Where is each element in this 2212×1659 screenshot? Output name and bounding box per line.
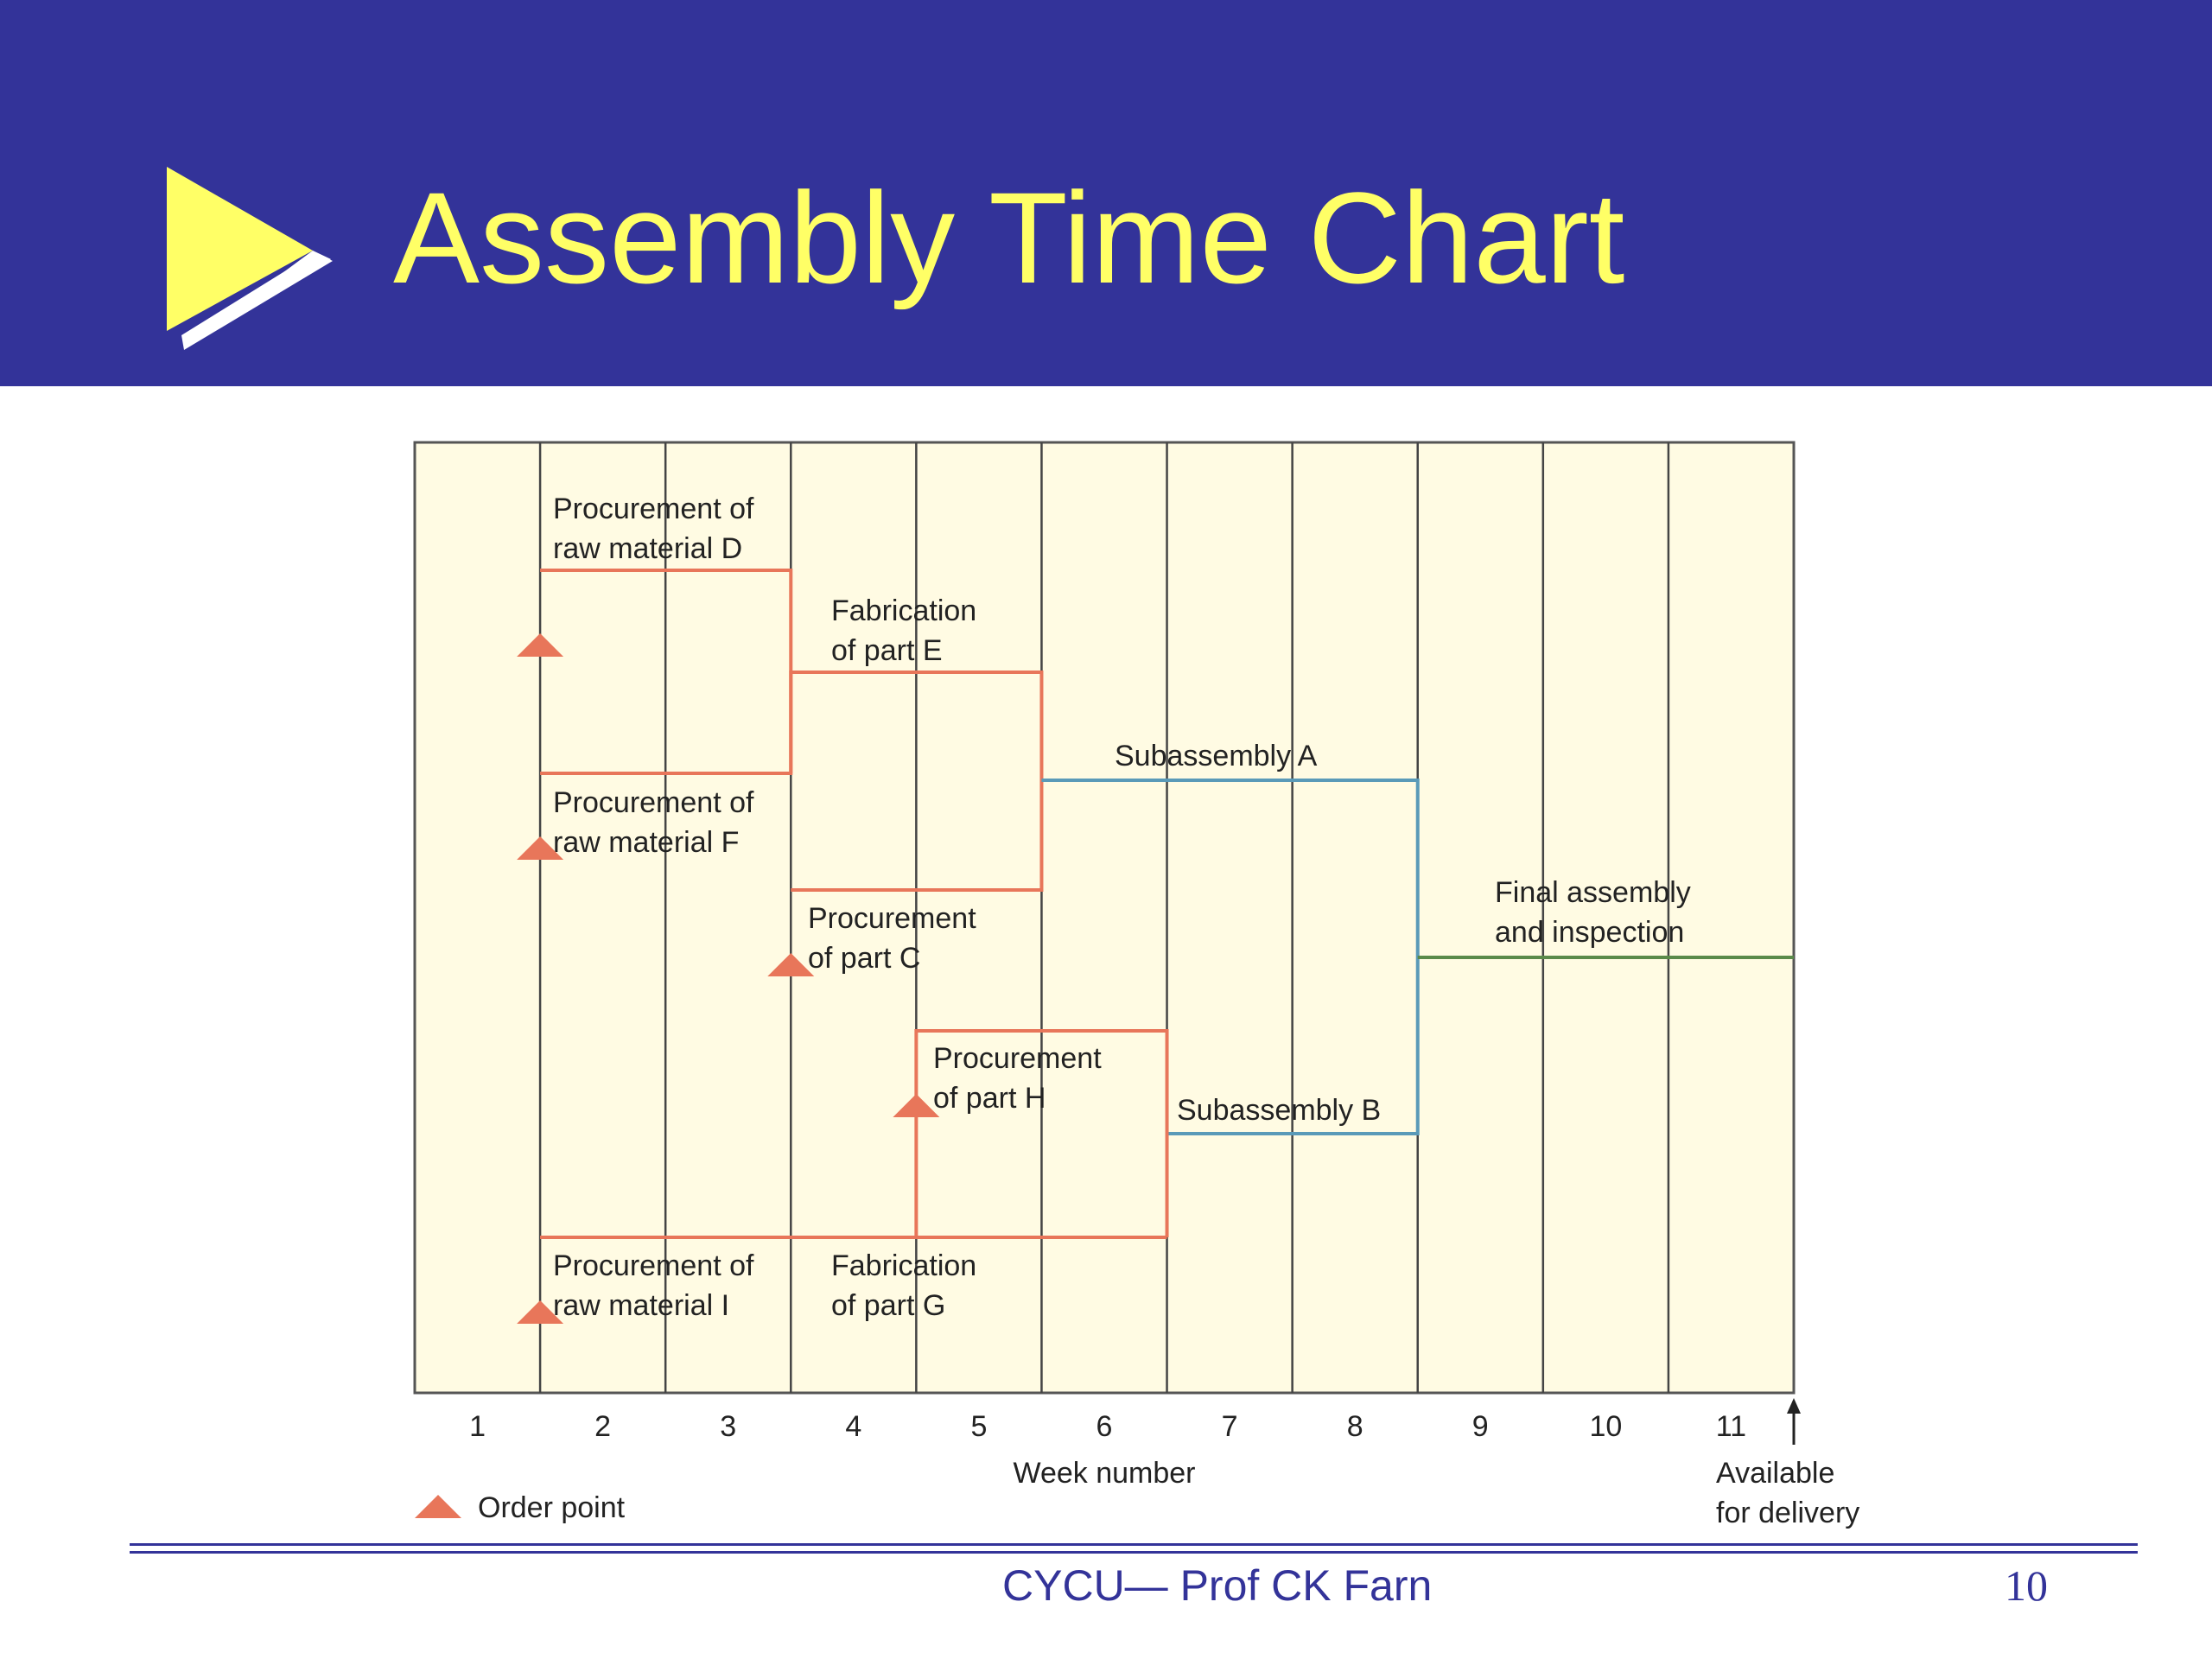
order-point-D: [517, 633, 564, 657]
activity-label-D: raw material D: [553, 532, 742, 565]
order-point-C: [767, 953, 815, 976]
activity-label-G: of part G: [831, 1289, 945, 1322]
activity-bar-E-C: [789, 671, 1044, 892]
activity-label-E: of part E: [831, 634, 943, 667]
activity-label-H: Procurement: [933, 1042, 1102, 1075]
activity-label-G: Fabrication: [831, 1249, 976, 1282]
x-tick-label: 2: [594, 1410, 611, 1443]
activity-label-D: Procurement of: [553, 493, 754, 525]
activity-label-I: Procurement of: [553, 1249, 754, 1282]
x-tick-label: 8: [1347, 1410, 1363, 1443]
x-tick-label: 4: [845, 1410, 861, 1443]
activity-label-E: Fabrication: [831, 594, 976, 627]
legend-order-point-marker: [415, 1495, 461, 1518]
x-tick-label: 3: [720, 1410, 736, 1443]
order-point-I: [517, 1300, 564, 1324]
x-tick-label: 1: [469, 1410, 486, 1443]
footer-credit: CYCU— Prof CK Farn: [1002, 1561, 1433, 1610]
activity-label-H: of part H: [933, 1082, 1046, 1115]
activity-label-B: Subassembly B: [1177, 1094, 1381, 1127]
chart-plot-area: [413, 441, 1796, 1395]
x-tick-label: 11: [1716, 1410, 1746, 1443]
x-tick-label: 7: [1222, 1410, 1238, 1443]
slide-title: Assembly Time Chart: [393, 165, 1625, 310]
play-arrow-icon: [167, 167, 333, 350]
activity-label-C: Procurement: [808, 902, 976, 935]
x-tick-label: 5: [970, 1410, 987, 1443]
legend-label: Order point: [478, 1491, 626, 1524]
activity-bar-H: [914, 1029, 1169, 1237]
footer-rule-top: [130, 1543, 2138, 1546]
activity-label-A: Subassembly A: [1115, 740, 1318, 772]
slide-header: Assembly Time Chart: [0, 0, 2212, 386]
activity-label-F: Procurement of: [553, 786, 754, 819]
activity-label-I: raw material I: [553, 1289, 729, 1322]
order-point-H: [893, 1094, 940, 1117]
x-tick-label: 9: [1472, 1410, 1489, 1443]
x-tick-label: 6: [1096, 1410, 1113, 1443]
footer-rule-bottom: [130, 1551, 2138, 1554]
activity-label-final: and inspection: [1495, 916, 1684, 949]
activity-label-C: of part C: [808, 942, 920, 975]
x-tick-label: 10: [1589, 1410, 1622, 1443]
delivery-arrowhead: [1787, 1398, 1801, 1414]
activity-label-final: Final assembly: [1495, 876, 1691, 909]
order-point-F: [517, 836, 564, 860]
activity-label-F: raw material F: [553, 826, 739, 859]
x-axis-label: Week number: [1013, 1457, 1195, 1490]
delivery-label: for delivery: [1716, 1497, 1859, 1529]
page-number: 10: [2005, 1561, 2048, 1610]
delivery-label: Available: [1716, 1457, 1834, 1490]
